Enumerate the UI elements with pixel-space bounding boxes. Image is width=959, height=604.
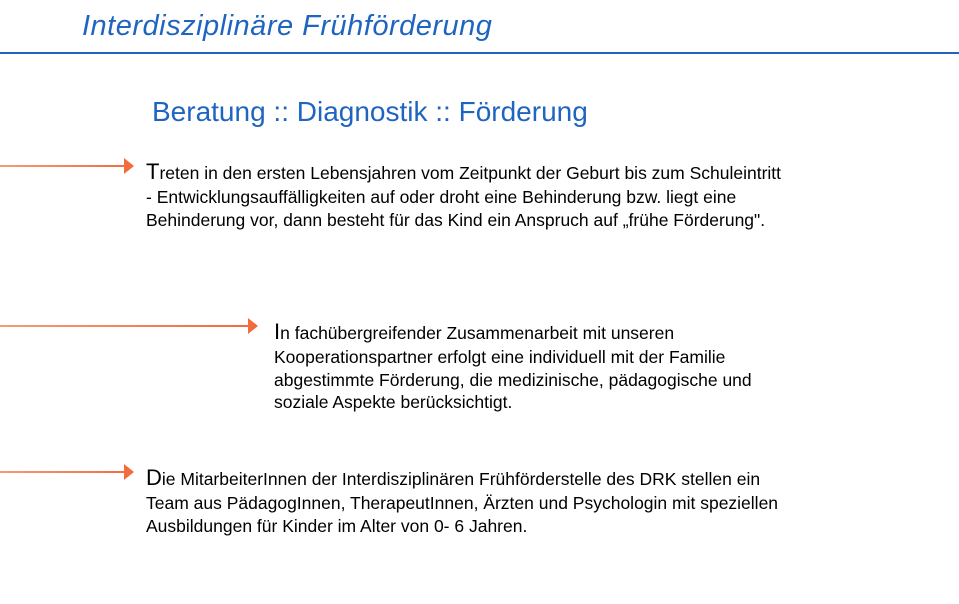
- page-subtitle: Beratung :: Diagnostik :: Förderung: [152, 96, 588, 128]
- paragraph-text: reten in den ersten Lebensjahren vom Zei…: [146, 163, 781, 230]
- page-title: Interdisziplinäre Frühförderung: [82, 10, 492, 43]
- dropcap: T: [146, 159, 159, 184]
- paragraph-2: In fachübergreifender Zusammenarbeit mit…: [274, 318, 784, 413]
- title-underline: [0, 52, 959, 54]
- paragraph-3: Die MitarbeiterInnen der Interdisziplinä…: [146, 464, 806, 537]
- dropcap: D: [146, 465, 162, 490]
- paragraph-text: ie MitarbeiterInnen der Interdisziplinär…: [146, 469, 778, 536]
- paragraph-text: n fachübergreifender Zusammenarbeit mit …: [274, 323, 752, 412]
- arrow-icon: [0, 158, 134, 174]
- arrow-icon: [0, 464, 134, 480]
- paragraph-1: Treten in den ersten Lebensjahren vom Ze…: [146, 158, 786, 231]
- slide: Interdisziplinäre Frühförderung Beratung…: [0, 0, 959, 604]
- arrow-icon: [0, 318, 258, 334]
